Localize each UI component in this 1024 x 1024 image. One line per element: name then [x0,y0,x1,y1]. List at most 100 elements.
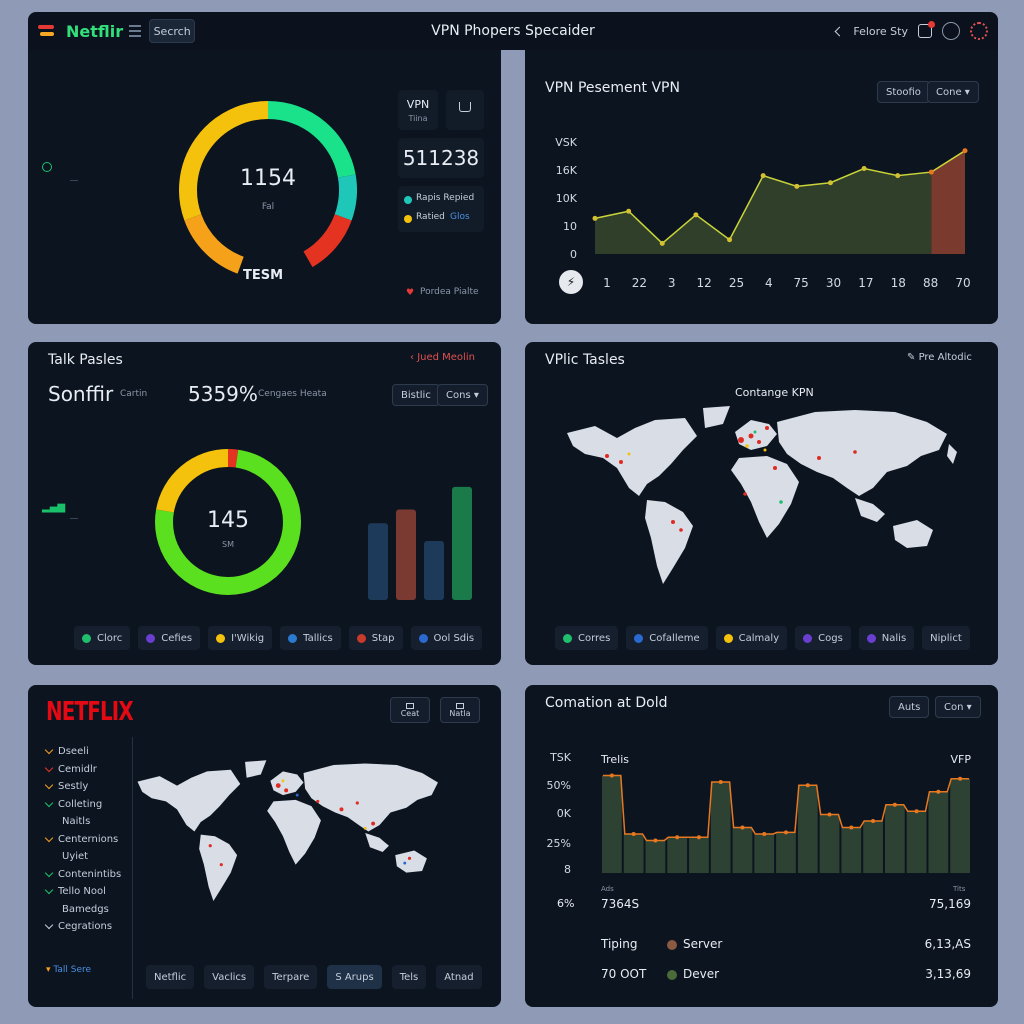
area-point [827,180,833,186]
bar [928,791,949,873]
donut-legend-item[interactable]: Tallics [280,626,341,650]
donut-legend-item[interactable]: Clorc [74,626,131,650]
bar-top-point [827,812,832,817]
menu-icon[interactable] [129,25,142,37]
x-tick-label: 88 [923,276,938,290]
footer-link-label: Tall Sere [53,965,92,975]
map-legend-label: Niplict [930,632,962,644]
area-point [727,237,733,243]
donut-legend-label: Clorc [97,632,123,644]
donut-legend-label: I'Wikig [231,632,265,644]
brand-name: Netflir [66,21,124,41]
line-chart-title: VPN Pesement VPN [545,80,680,96]
bar-btn-2[interactable]: Con ▾ [935,696,981,718]
netflix-menu-item[interactable]: Colleting [44,796,134,814]
donut-btn-1[interactable]: Bistlic [392,384,440,406]
map-legend-item[interactable]: Cofalleme [626,626,708,650]
donut-panel-link[interactable]: ‹ Jued Meolin [410,352,475,363]
netflix-tab[interactable]: Vaclics [204,965,255,989]
map-legend-item[interactable]: Cogs [795,626,851,650]
bar-btn-1[interactable]: Auts [889,696,930,718]
chevron-down-icon [44,781,54,790]
top-right-label[interactable]: Felore Sty [853,24,908,38]
netflix-menu-label: Centernions [58,833,119,845]
footer-link[interactable]: ▾ Tall Sere [46,965,92,975]
netflix-tab[interactable]: Netflic [146,965,195,989]
map-legend-item[interactable]: Corres [555,626,619,650]
row-2-label: 70 OOT [601,967,647,981]
vpn-sub: Tiina [408,114,428,123]
row-2-key: Dever [683,967,720,981]
clock-icon[interactable] [942,22,960,40]
map-legend-label: Cofalleme [649,632,700,644]
legend-link-2[interactable]: Glos [450,212,470,222]
bar-y-tick-label: 0K [557,807,572,820]
netflix-menu-label: Sestly [58,781,89,793]
netflix-btn-2[interactable]: Natla [440,697,480,723]
vpn-box[interactable] [398,90,438,130]
gauge-footer[interactable]: Pordea Pialte [420,287,479,297]
bar-top-point [871,819,876,823]
back-chevron-icon[interactable] [834,26,845,36]
netflix-tab[interactable]: Atnad [436,965,482,989]
area-line [594,150,966,245]
netflix-menu-item[interactable]: Centernions [44,831,134,849]
world-map[interactable] [555,398,985,608]
area-highlight [931,150,965,254]
netflix-menu: Dseeli Cemidlr Sestly Colleting Naitls Center… [44,743,134,936]
map-panel-link[interactable]: ✎ Pre Altodic [907,352,972,363]
row-1-key-dot [667,940,677,950]
bar-y-tick-label: 50% [547,779,571,792]
signal-icon [42,162,52,172]
donut-legend-item[interactable]: Stap [348,626,403,650]
bar [602,775,622,873]
donut-btn-2[interactable]: Cons ▾ [437,384,488,406]
cart-button[interactable] [446,90,484,130]
bar-top-point [718,780,723,784]
map-legend-item[interactable]: Nalis [858,626,915,650]
netflix-menu-item[interactable]: Naitls [46,813,134,831]
netflix-menu-item[interactable]: Cemidlr [44,761,134,779]
donut-legend-item[interactable]: Ool Sdis [410,626,483,650]
chevron-down-icon [44,868,54,877]
line-btn-2[interactable]: Cone ▾ [927,81,979,103]
bar-btn-2-label: Con [944,701,964,713]
line-btn-2-label: Cone [936,86,962,98]
x-tick-label: 25 [729,276,744,290]
line-chart-panel: VPN Pesement VPN Stoofio Cone ▾ VSK 16K 10… [525,50,998,324]
bar-top-point [696,835,701,840]
gauge-segment-2 [303,213,352,268]
netflix-tab[interactable]: Tels [391,965,427,989]
netflix-menu-item[interactable]: Dseeli [44,743,134,761]
map-legend-item[interactable]: Calmaly [715,626,788,650]
chevron-down-icon [44,746,54,755]
donut-panel-link-label: Jued Meolin [417,352,475,363]
search-button[interactable]: Secrch [149,19,196,43]
donut-legend-item[interactable]: Cefies [138,626,201,650]
netflix-menu-item[interactable]: Contenintibs [44,866,134,884]
donut-legend-item[interactable]: I'Wikig [208,626,273,650]
settings-gear-icon[interactable] [970,22,988,40]
netflix-menu-item[interactable]: Bamedgs [46,901,134,919]
netflix-btn-1[interactable]: Ceat [390,697,430,723]
area-chart: VSK 16K 10K 10 0 1 22 3 12 25 4 75 30 17 18 88 70 [555,136,970,290]
netflix-tab[interactable]: Terpare [264,965,318,989]
netflix-menu-item[interactable]: Sestly [44,778,134,796]
line-btn-1[interactable]: Stoofio [877,81,930,103]
bar [645,840,666,873]
area-point [962,148,968,154]
bar [623,834,644,873]
netflix-menu-label: Dseeli [58,746,89,758]
netflix-world-map[interactable] [128,737,468,937]
flash-icon[interactable]: ⚡ [559,270,583,294]
netflix-menu-item[interactable]: Uyiet [46,848,134,866]
bar-top-point [631,832,636,836]
netflix-menu-item[interactable]: Tello Nool [44,883,134,901]
map-legend-item[interactable]: Niplict [922,626,970,650]
top-bar: Netflir Secrch VPN Phopers Specaider Fel… [28,12,998,50]
bar-y-tick-label: 8 [564,863,571,876]
edit-icon[interactable] [918,21,935,38]
row-2-key-dot [667,970,677,980]
netflix-tab[interactable]: S Arups [327,965,382,989]
netflix-menu-item[interactable]: Cegrations [44,918,134,936]
